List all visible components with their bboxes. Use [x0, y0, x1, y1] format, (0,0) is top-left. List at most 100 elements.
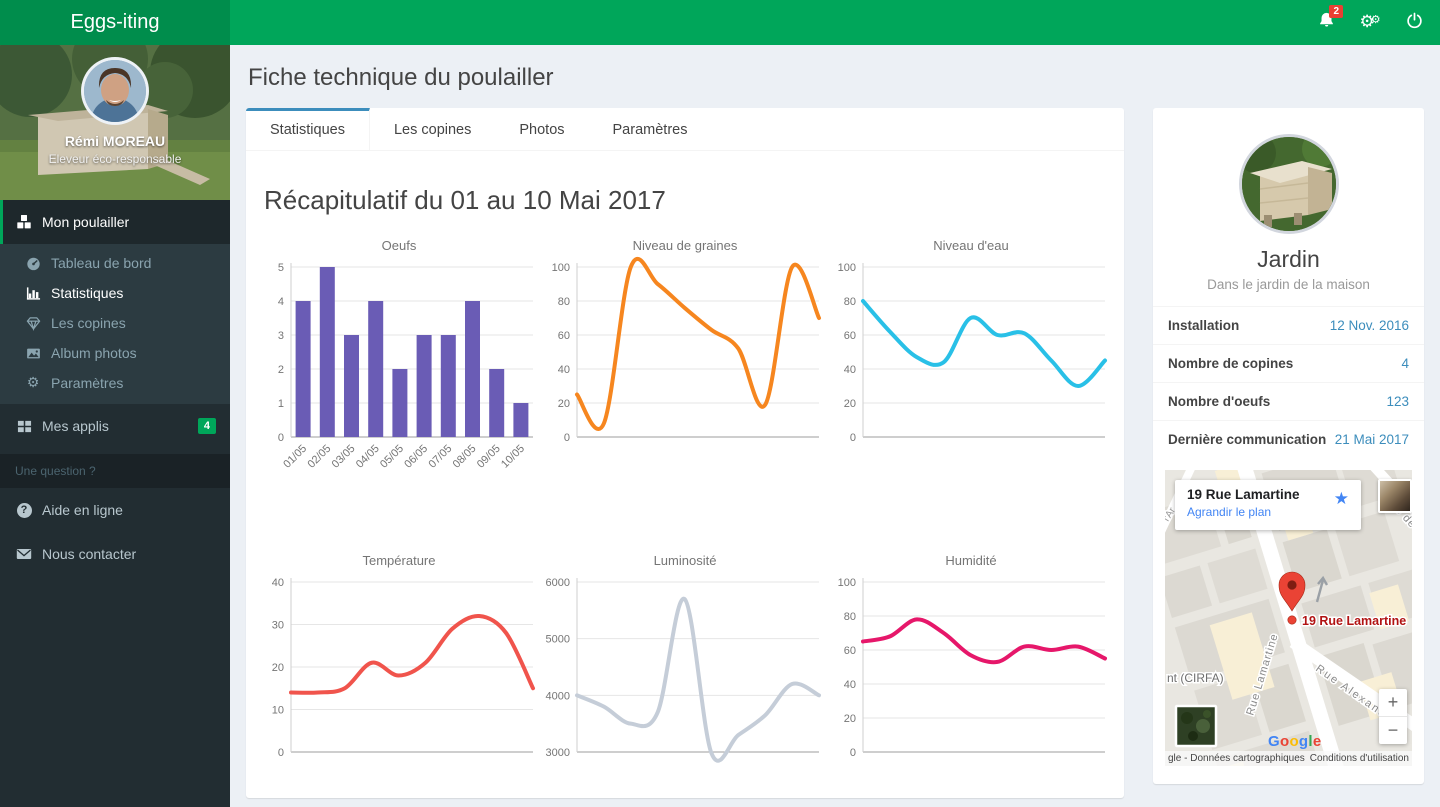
chart-oeufs: Oeufs 0 1 2 3 4 5 01/05 02/05 03/05 04/05 05/05 06/…: [256, 226, 542, 495]
sidebar-submenu: Tableau de bord Statistiques Les copines: [0, 244, 230, 404]
notification-badge: 2: [1329, 5, 1343, 18]
sidebar-item-nous-contacter[interactable]: Nous contacter: [0, 532, 230, 576]
svg-text:4000: 4000: [546, 690, 570, 702]
tab-parametres[interactable]: Paramètres: [612, 122, 688, 138]
charts-grid: Oeufs 0 1 2 3 4 5 01/05 02/05 03/05 04/05 05/05 06/…: [256, 222, 1114, 764]
sidebar-item-parametres[interactable]: ⚙ Paramètres: [0, 368, 230, 398]
svg-text:0: 0: [278, 747, 284, 759]
logout-button[interactable]: [1392, 0, 1436, 45]
sidebar-item-tableau-de-bord[interactable]: Tableau de bord: [0, 248, 230, 278]
sidebar-item-mon-poulailler[interactable]: Mon poulailler: [0, 200, 230, 244]
garden-photo: [0, 45, 230, 200]
chart-niveau-d-eau: Niveau d'eau 0 20 40 60 80 100: [828, 226, 1114, 495]
sidebar-item-label: Statistiques: [51, 285, 124, 301]
info-row-communication: Dernière communication 21 Mai 2017: [1153, 420, 1424, 458]
svg-text:2: 2: [278, 364, 284, 376]
svg-text:06/05: 06/05: [402, 443, 430, 471]
svg-text:80: 80: [844, 611, 856, 623]
satellite-thumbnail: [1174, 704, 1218, 748]
map-attribution: gle - Données cartographiques Conditions…: [1165, 751, 1412, 766]
settings-button[interactable]: ⚙⚙: [1348, 0, 1392, 45]
sidebar-item-label: Nous contacter: [42, 546, 137, 562]
terms-link[interactable]: Conditions d'utilisation: [1309, 753, 1409, 764]
sidebar-item-aide-en-ligne[interactable]: ? Aide en ligne: [0, 488, 230, 532]
info-label: Installation: [1168, 318, 1240, 333]
info-value: 123: [1386, 394, 1409, 409]
grid-icon: [13, 419, 35, 434]
sidebar-item-statistiques[interactable]: Statistiques: [0, 278, 230, 308]
envelope-icon: [13, 547, 35, 561]
sidebar-item-label: Paramètres: [51, 375, 124, 391]
svg-text:01/05: 01/05: [281, 443, 309, 471]
top-navbar: Eggs-iting 2 ⚙⚙: [0, 0, 1440, 45]
map-enlarge-link[interactable]: Agrandir le plan: [1187, 505, 1272, 519]
svg-text:40: 40: [558, 364, 570, 376]
tab-bar: Statistiques Les copines Photos Paramètr…: [246, 108, 1124, 151]
svg-text:20: 20: [844, 713, 856, 725]
cubes-icon: [13, 214, 35, 230]
coop-photo: [1238, 134, 1339, 234]
zoom-in-button[interactable]: +: [1387, 692, 1399, 712]
svg-text:04/05: 04/05: [354, 443, 382, 471]
sidebar-section-header: Une question ?: [0, 454, 230, 488]
brand-logo[interactable]: Eggs-iting: [0, 0, 230, 45]
sidebar-item-label: Mes applis: [42, 418, 109, 434]
coop-subtitle: Dans le jardin de la maison: [1207, 277, 1370, 292]
tab-photos[interactable]: Photos: [519, 122, 565, 138]
svg-text:0: 0: [850, 432, 856, 444]
user-role: Eleveur éco-responsable: [48, 152, 182, 166]
svg-text:3: 3: [278, 330, 284, 342]
photos-icon: [22, 346, 44, 361]
sidebar-item-label: Aide en ligne: [42, 502, 123, 518]
gears-icon: ⚙⚙: [1359, 12, 1381, 32]
svg-text:60: 60: [844, 330, 856, 342]
svg-text:80: 80: [844, 296, 856, 308]
chart-title: Luminosité: [653, 553, 717, 568]
section-title: Récapitulatif du 01 au 10 Mai 2017: [264, 185, 666, 215]
tab-statistiques[interactable]: Statistiques: [246, 108, 370, 150]
google-map[interactable]: Rue Lamartine Rue Alexand Rue de l'Ar nt…: [1165, 470, 1412, 766]
main-content: Fiche technique du poulailler Statistiqu…: [230, 45, 1440, 807]
chart-title: Niveau de graines: [632, 238, 738, 253]
svg-text:30: 30: [272, 620, 284, 632]
coop-name: Jardin: [1257, 246, 1320, 272]
svg-text:07/05: 07/05: [426, 443, 454, 471]
pin-address-label: 19 Rue Lamartine: [1302, 614, 1406, 628]
bell-icon: [1318, 11, 1335, 34]
map-info-box: 19 Rue Lamartine Agrandir le plan ★: [1175, 480, 1361, 530]
apps-count-badge: 4: [197, 418, 216, 434]
info-row-installation: Installation 12 Nov. 2016: [1153, 306, 1424, 344]
power-icon: [1406, 12, 1423, 34]
user-name: Rémi MOREAU: [64, 133, 166, 149]
page-title: Fiche technique du poulailler: [248, 64, 554, 91]
svg-text:100: 100: [552, 262, 570, 274]
sidebar-item-les-copines[interactable]: Les copines: [0, 308, 230, 338]
svg-text:60: 60: [844, 645, 856, 657]
sidebar: Rémi MOREAU Eleveur éco-responsable Mon …: [0, 45, 230, 807]
sidebar-item-mes-applis[interactable]: Mes applis 4: [0, 404, 230, 448]
svg-text:40: 40: [844, 679, 856, 691]
svg-text:0: 0: [564, 432, 570, 444]
svg-text:0: 0: [278, 432, 284, 444]
svg-text:02/05: 02/05: [305, 443, 333, 471]
svg-text:05/05: 05/05: [378, 443, 406, 471]
chart-title: Humidité: [945, 553, 997, 568]
info-value: 4: [1401, 356, 1409, 371]
bar-chart-icon: [22, 286, 44, 301]
sidebar-item-label: Album photos: [51, 345, 137, 361]
star-icon[interactable]: ★: [1333, 489, 1349, 508]
info-label: Nombre d'oeufs: [1168, 394, 1271, 409]
notifications-button[interactable]: 2: [1304, 0, 1348, 45]
svg-text:03/05: 03/05: [330, 443, 358, 471]
info-value: 21 Mai 2017: [1334, 432, 1409, 447]
chart-niveau-de-graines: Niveau de graines 0 20 40 60 80 100: [542, 226, 828, 495]
svg-text:100: 100: [838, 262, 856, 274]
svg-text:0: 0: [850, 747, 856, 759]
google-logo[interactable]: Google: [1268, 733, 1322, 750]
chart-title: Niveau d'eau: [933, 238, 1009, 253]
streetview-avatar[interactable]: [1378, 479, 1412, 513]
svg-text:09/05: 09/05: [475, 443, 503, 471]
tab-les-copines[interactable]: Les copines: [393, 122, 472, 138]
sidebar-item-album-photos[interactable]: Album photos: [0, 338, 230, 368]
zoom-out-button[interactable]: −: [1379, 716, 1407, 744]
